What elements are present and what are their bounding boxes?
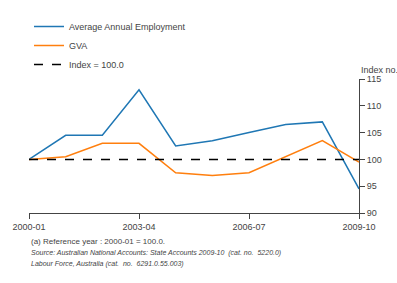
svg-text:95: 95 [367,181,377,191]
svg-text:Average Annual Employment: Average Annual Employment [69,22,185,32]
svg-text:Index = 100.0: Index = 100.0 [69,60,124,70]
svg-text:110: 110 [367,101,381,111]
svg-text:2009-10: 2009-10 [342,222,375,232]
svg-text:115: 115 [367,74,381,84]
svg-text:Labour Force, Australia (cat.: Labour Force, Australia (cat. no. 6291.0… [31,260,184,268]
svg-text:2006-07: 2006-07 [232,222,265,232]
svg-text:2003-04: 2003-04 [122,222,155,232]
svg-text:100: 100 [367,155,382,165]
svg-text:2000-01: 2000-01 [12,222,45,232]
svg-text:90: 90 [367,208,377,218]
svg-text:Source: Australian National Ac: Source: Australian National Accounts: St… [31,249,281,257]
svg-text:GVA: GVA [69,41,87,51]
svg-text:(a) Reference year : 2000-01 =: (a) Reference year : 2000-01 = 100.0. [31,237,165,246]
svg-text:105: 105 [367,128,382,138]
svg-text:Index no.: Index no. [361,65,397,75]
